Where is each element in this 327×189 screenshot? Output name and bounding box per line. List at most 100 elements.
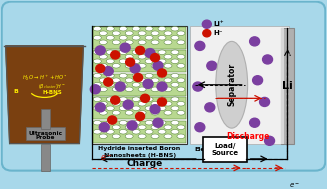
Ellipse shape: [177, 134, 185, 139]
Circle shape: [136, 112, 145, 120]
Ellipse shape: [151, 64, 159, 68]
Circle shape: [202, 20, 211, 28]
Ellipse shape: [99, 31, 107, 36]
Circle shape: [210, 143, 220, 152]
Text: B: B: [13, 89, 18, 94]
Ellipse shape: [106, 59, 114, 64]
FancyBboxPatch shape: [203, 137, 247, 163]
Circle shape: [145, 49, 155, 58]
Ellipse shape: [158, 59, 166, 64]
Ellipse shape: [158, 50, 166, 54]
Text: Discharge: Discharge: [226, 132, 269, 141]
Circle shape: [90, 85, 100, 94]
Circle shape: [153, 118, 163, 127]
Circle shape: [134, 74, 143, 82]
Ellipse shape: [112, 101, 120, 106]
Circle shape: [136, 46, 145, 54]
Ellipse shape: [138, 111, 146, 115]
Circle shape: [265, 136, 275, 145]
Bar: [26, 127, 65, 140]
Ellipse shape: [119, 50, 127, 54]
Ellipse shape: [112, 134, 120, 139]
Polygon shape: [6, 46, 83, 143]
Ellipse shape: [164, 101, 172, 106]
Ellipse shape: [151, 125, 159, 129]
Ellipse shape: [145, 106, 153, 111]
Ellipse shape: [164, 40, 172, 45]
Ellipse shape: [125, 125, 133, 129]
Ellipse shape: [177, 54, 185, 59]
Ellipse shape: [106, 97, 114, 101]
Ellipse shape: [106, 74, 114, 78]
Ellipse shape: [132, 106, 140, 111]
Ellipse shape: [93, 26, 101, 31]
Circle shape: [153, 61, 163, 70]
Circle shape: [193, 82, 203, 91]
Ellipse shape: [151, 54, 159, 59]
Ellipse shape: [164, 134, 172, 139]
Text: Electrolyte: Electrolyte: [195, 147, 233, 152]
Ellipse shape: [158, 106, 166, 111]
Ellipse shape: [99, 40, 107, 45]
Ellipse shape: [125, 31, 133, 36]
Ellipse shape: [93, 74, 101, 78]
Ellipse shape: [171, 26, 179, 31]
Ellipse shape: [177, 87, 185, 91]
Ellipse shape: [138, 64, 146, 68]
Ellipse shape: [177, 125, 185, 129]
Ellipse shape: [171, 59, 179, 64]
Ellipse shape: [99, 134, 107, 139]
Ellipse shape: [125, 134, 133, 139]
Ellipse shape: [158, 36, 166, 40]
Ellipse shape: [145, 97, 153, 101]
Ellipse shape: [125, 64, 133, 68]
Ellipse shape: [171, 36, 179, 40]
Ellipse shape: [99, 111, 107, 115]
Ellipse shape: [125, 54, 133, 59]
Circle shape: [130, 64, 140, 73]
Circle shape: [95, 46, 105, 55]
Ellipse shape: [171, 74, 179, 78]
Ellipse shape: [106, 26, 114, 31]
Ellipse shape: [93, 50, 101, 54]
Text: $e^-$: $e^-$: [100, 154, 112, 163]
Circle shape: [108, 116, 117, 124]
Circle shape: [150, 53, 160, 62]
Ellipse shape: [164, 111, 172, 115]
Circle shape: [95, 103, 105, 112]
Ellipse shape: [93, 83, 101, 87]
Circle shape: [96, 64, 105, 73]
Ellipse shape: [106, 120, 114, 125]
Ellipse shape: [158, 26, 166, 31]
Ellipse shape: [106, 36, 114, 40]
Text: H-BNS: H-BNS: [43, 90, 62, 95]
Ellipse shape: [177, 111, 185, 115]
Text: Charge: Charge: [127, 159, 163, 168]
Ellipse shape: [164, 78, 172, 83]
Text: Load/
Source: Load/ Source: [211, 143, 238, 156]
Circle shape: [141, 94, 149, 102]
Ellipse shape: [125, 40, 133, 45]
Circle shape: [263, 55, 272, 64]
Ellipse shape: [99, 125, 107, 129]
Ellipse shape: [125, 101, 133, 106]
Text: Li: Li: [282, 81, 293, 91]
Circle shape: [126, 58, 135, 66]
Ellipse shape: [112, 125, 120, 129]
Ellipse shape: [99, 54, 107, 59]
Bar: [93, 74, 186, 96]
Ellipse shape: [171, 120, 179, 125]
Ellipse shape: [177, 40, 185, 45]
Ellipse shape: [93, 129, 101, 134]
Bar: [41, 109, 50, 129]
Text: Ultrasonic: Ultrasonic: [28, 131, 62, 136]
Circle shape: [127, 121, 137, 130]
Ellipse shape: [125, 87, 133, 91]
Circle shape: [123, 100, 133, 109]
Ellipse shape: [132, 36, 140, 40]
Ellipse shape: [119, 120, 127, 125]
Ellipse shape: [106, 129, 114, 134]
Ellipse shape: [106, 106, 114, 111]
Ellipse shape: [132, 97, 140, 101]
Ellipse shape: [145, 50, 153, 54]
